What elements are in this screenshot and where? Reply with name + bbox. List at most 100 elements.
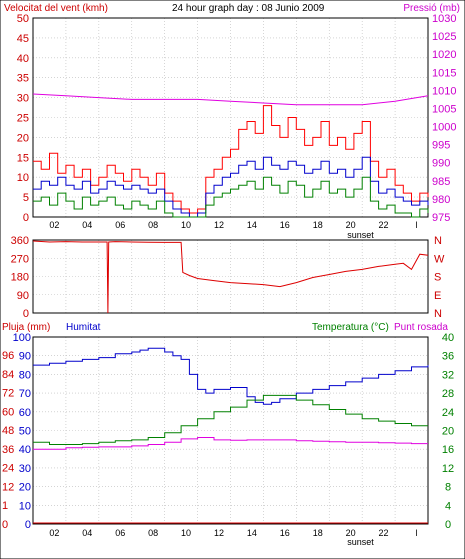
rain-tick-label: 60 xyxy=(2,406,14,418)
direction-tick-label: 270 xyxy=(11,253,29,265)
direction-tick-label: 0 xyxy=(23,308,29,320)
rain-axis-label: Pluja (mm) xyxy=(2,322,50,333)
pressure-series-line xyxy=(32,93,429,106)
time-tick-label-lower: l xyxy=(415,528,417,538)
time-tick-label-lower: 12 xyxy=(214,528,224,538)
wind-direction-series-line xyxy=(32,240,429,314)
time-tick-label-lower: 22 xyxy=(379,528,389,538)
chart-title: 24 hour graph day : 08 Junio 2009 xyxy=(172,3,325,14)
time-tick-label: 08 xyxy=(148,220,158,230)
rain-tick-label: 48 xyxy=(2,425,14,437)
humidity-axis-label: Humitat xyxy=(66,322,101,333)
temperature-tick-label: 16 xyxy=(442,444,454,456)
time-tick-label: 12 xyxy=(214,220,224,230)
pressure-tick-label: 985 xyxy=(432,176,450,188)
pressure-tick-label: 1005 xyxy=(432,103,456,115)
temperature-tick-label: 36 xyxy=(442,351,454,363)
time-tick-label: 02 xyxy=(49,220,59,230)
minimum-series-line xyxy=(33,176,429,218)
dewpoint-axis-label: Punt rosada xyxy=(394,322,448,333)
time-tick-label-lower: 16 xyxy=(280,528,290,538)
wind-tick-label: 5 xyxy=(23,192,29,204)
temperature-series-line xyxy=(33,394,428,445)
direction-tick-label: 180 xyxy=(11,272,29,284)
wind-tick-label: 15 xyxy=(17,152,29,164)
temperature-tick-label: 0 xyxy=(445,519,451,531)
temperature-tick-label: 24 xyxy=(442,407,454,419)
wind-plot-frame xyxy=(32,17,429,218)
temperature-tick-label: 32 xyxy=(442,369,454,381)
wind-tick-label: 25 xyxy=(17,113,29,125)
wind-tick-label: 40 xyxy=(17,53,29,65)
temperature-tick-label: 4 xyxy=(445,500,451,512)
humidity-tick-label: 10 xyxy=(19,500,31,512)
temperature-tick-label: 40 xyxy=(442,332,454,344)
compass-label: S xyxy=(434,272,441,284)
pressure-tick-label: 1010 xyxy=(432,85,456,97)
humidity-tick-label: 20 xyxy=(19,482,31,494)
time-tick-label: 22 xyxy=(379,220,389,230)
direction-tick-label: 360 xyxy=(11,235,29,247)
sunset-label-lower: sunset xyxy=(347,537,374,547)
humidity-tick-label: 50 xyxy=(19,426,31,438)
temperature-tick-label: 28 xyxy=(442,388,454,400)
humidity-tick-label: 0 xyxy=(25,519,31,531)
humidity-tick-label: 70 xyxy=(19,388,31,400)
time-tick-label-lower: 06 xyxy=(115,528,125,538)
humidity-tick-label: 90 xyxy=(19,351,31,363)
humidity-tick-label: 60 xyxy=(19,407,31,419)
pressure-tick-label: 990 xyxy=(432,158,450,170)
wind-tick-label: 30 xyxy=(17,93,29,105)
pressure-tick-label: 1030 xyxy=(432,13,456,25)
pressure-tick-label: 1025 xyxy=(432,31,456,43)
time-tick-label-lower: 02 xyxy=(49,528,59,538)
compass-label: N xyxy=(434,308,442,320)
time-tick-label: l xyxy=(415,220,417,230)
pressure-tick-label: 1000 xyxy=(432,122,456,134)
temperature-tick-label: 20 xyxy=(442,426,454,438)
rain-tick-label: 96 xyxy=(2,350,14,362)
wind-axis-label: Velocitat del vent (kmh) xyxy=(4,3,108,14)
average-series-line xyxy=(33,156,429,218)
time-tick-label-lower: 08 xyxy=(148,528,158,538)
pressure-tick-label: 980 xyxy=(432,194,450,206)
compass-label: W xyxy=(434,253,445,265)
time-tick-label: 10 xyxy=(181,220,191,230)
pressure-tick-label: 1015 xyxy=(432,67,456,79)
wind-tick-label: 50 xyxy=(17,13,29,25)
rain-tick-label: 1 xyxy=(2,500,8,512)
temperature-tick-label: 12 xyxy=(442,463,454,475)
time-tick-label-lower: 04 xyxy=(82,528,92,538)
time-tick-label: 14 xyxy=(247,220,257,230)
dewpoint-series-line xyxy=(33,437,428,450)
pressure-axis-label: Pressió (mb) xyxy=(403,3,460,14)
temperature-tick-label: 8 xyxy=(445,482,451,494)
temperature-axis-label: Temperatura (°C) xyxy=(312,322,389,333)
direction-tick-label: 90 xyxy=(17,290,29,302)
compass-label: E xyxy=(434,290,441,302)
wind-tick-label: 35 xyxy=(17,73,29,85)
pressure-tick-label: 1020 xyxy=(432,49,456,61)
time-tick-label-lower: 20 xyxy=(346,528,356,538)
rain-tick-label: 72 xyxy=(2,388,14,400)
time-tick-label: 04 xyxy=(82,220,92,230)
humidity-tick-label: 80 xyxy=(19,369,31,381)
wind-tick-label: 20 xyxy=(17,132,29,144)
rain-tick-label: 84 xyxy=(2,369,14,381)
humidity-plot-frame xyxy=(32,336,429,525)
time-tick-label: 18 xyxy=(313,220,323,230)
wind-tick-label: 0 xyxy=(23,212,29,224)
rain-tick-label: 12 xyxy=(2,481,14,493)
pressure-tick-label: 975 xyxy=(432,212,450,224)
time-tick-label: 06 xyxy=(115,220,125,230)
compass-label: N xyxy=(434,235,442,247)
sunset-label: sunset xyxy=(347,230,374,240)
rain-tick-label: 36 xyxy=(2,444,14,456)
wind-tick-label: 10 xyxy=(17,172,29,184)
time-tick-label-lower: 18 xyxy=(313,528,323,538)
time-tick-label-lower: 10 xyxy=(181,528,191,538)
humidity-series-line xyxy=(33,347,429,405)
humidity-tick-label: 40 xyxy=(19,444,31,456)
direction-plot-frame xyxy=(32,239,429,314)
